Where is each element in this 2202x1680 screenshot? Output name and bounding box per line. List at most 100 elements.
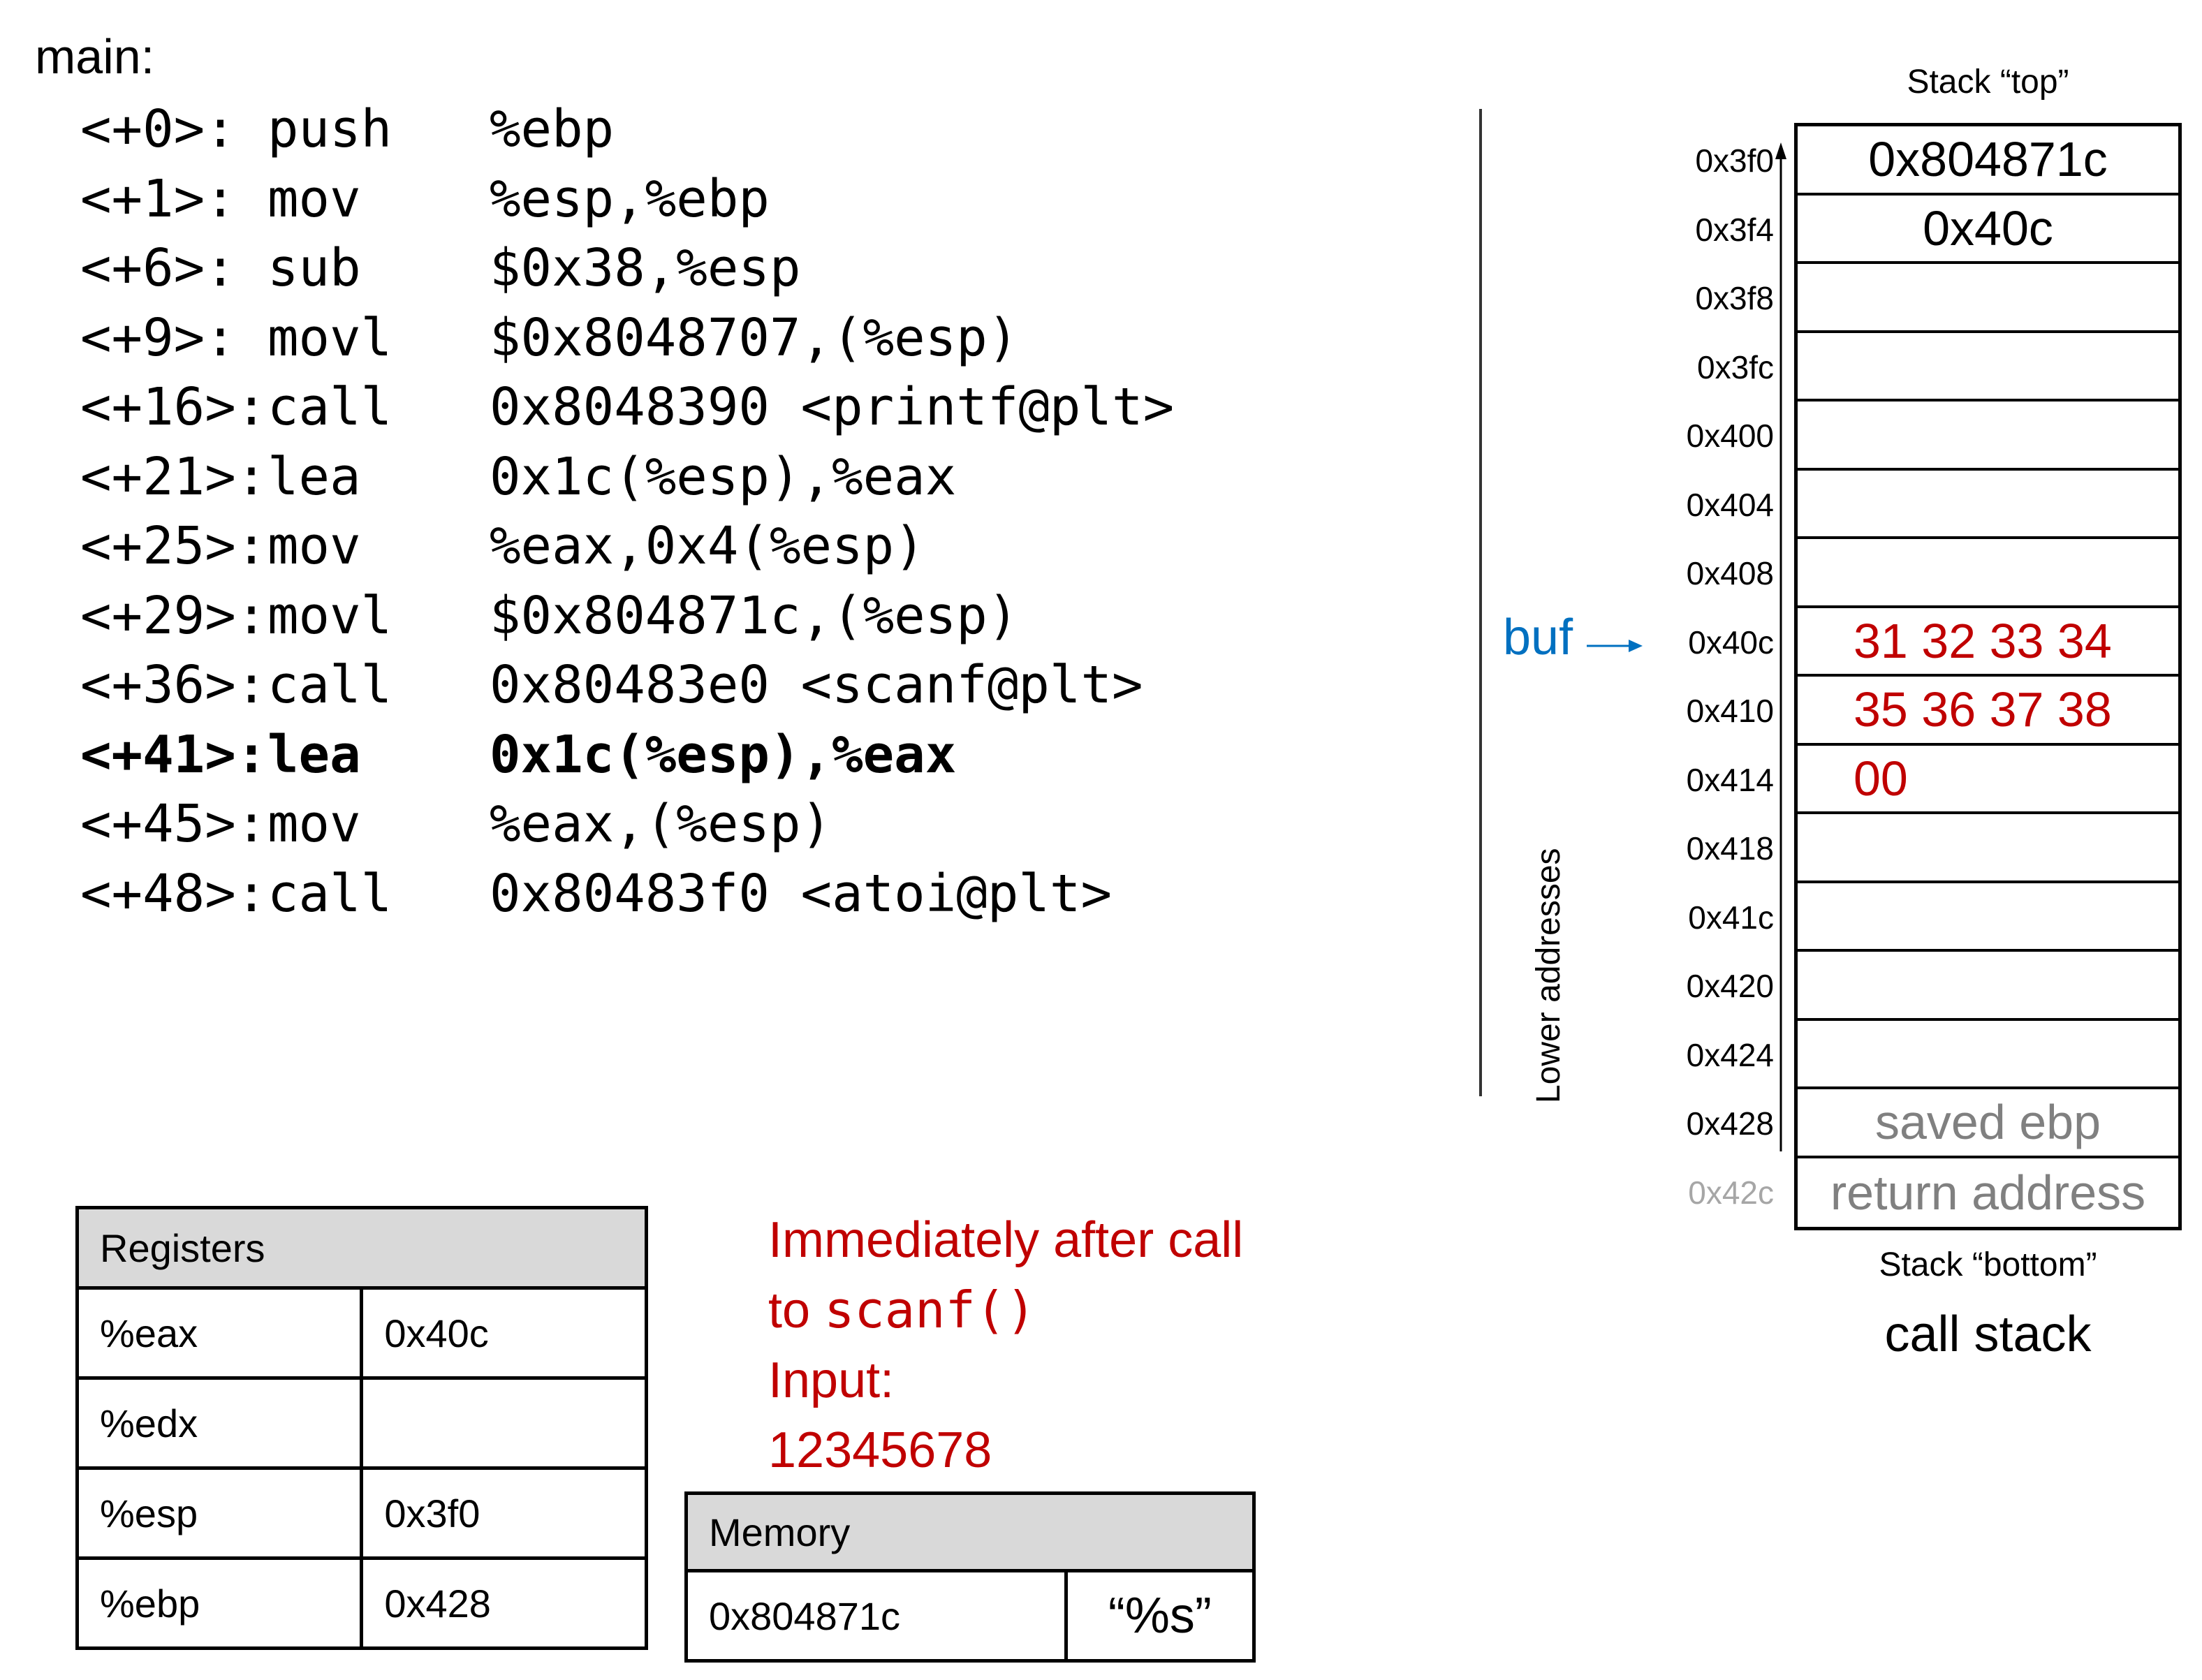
stack-cell-value [1798, 952, 2178, 1018]
asm-operands: 0x8048390 <printf@plt> [490, 377, 1175, 437]
stack-address: 0x408 [1686, 555, 1774, 592]
stack-address: 0x3fc [1697, 348, 1774, 385]
asm-opcode: movl [267, 585, 392, 646]
stack-address: 0x420 [1686, 968, 1774, 1005]
asm-operands: %esp,%ebp [490, 168, 770, 229]
asm-line: <+16>: call 0x8048390 <printf@plt> [80, 373, 1282, 443]
stack-address: 0x414 [1686, 761, 1774, 798]
asm-opcode: lea [267, 724, 361, 785]
register-row: %ebp 0x428 [75, 1556, 648, 1650]
asm-opcode: sub [267, 238, 361, 298]
asm-line: <+6>: sub $0x38,%esp [80, 234, 1282, 304]
stack-cell: saved ebp [1798, 1089, 2178, 1158]
register-name: %eax [75, 1286, 364, 1380]
stack-cell-value [1798, 539, 2178, 605]
stack-cell-value [1798, 814, 2178, 880]
stack-cell-value [1798, 401, 2178, 468]
stack-address: 0x3f4 [1695, 211, 1774, 248]
register-name: %esp [75, 1466, 364, 1560]
register-row: %edx [75, 1376, 648, 1470]
stack-address: 0x3f0 [1695, 142, 1774, 179]
asm-operands: 0x1c(%esp),%eax [490, 724, 957, 785]
asm-operands: 0x1c(%esp),%eax [490, 446, 957, 507]
asm-line: <+36>: call 0x80483e0 <scanf@plt> [80, 651, 1282, 721]
stack-top-label: Stack “top” [1907, 64, 2069, 101]
asm-line: <+21>: lea 0x1c(%esp),%eax [80, 443, 1282, 513]
stack-cell: 0x804871c [1798, 126, 2178, 196]
stack-address: 0x3f8 [1695, 280, 1774, 317]
registers-header: Registers [75, 1206, 648, 1290]
note-line-2-prefix: to [768, 1283, 825, 1339]
stack-cell [1798, 1021, 2178, 1089]
buf-pointer-arrow-icon [1587, 640, 1643, 652]
asm-line: <+48>: call 0x80483f0 <atoi@plt> [80, 860, 1282, 929]
stack-cell: 35 36 37 38 [1798, 677, 2178, 746]
asm-operands: $0x8048707,(%esp) [490, 307, 1019, 368]
stack-cell [1798, 401, 2178, 471]
asm-offset: <+25>: [80, 516, 267, 576]
asm-opcode: lea [267, 446, 361, 507]
stack-cell: 31 32 33 34 [1798, 608, 2178, 677]
register-value: 0x40c [360, 1286, 648, 1380]
stack-cell [1798, 333, 2178, 401]
stack-cell [1798, 952, 2178, 1021]
up-arrow-icon [1775, 142, 1786, 1151]
stack-cell [1798, 264, 2178, 333]
memory-address: 0x804871c [684, 1569, 1068, 1663]
stack-cell [1798, 814, 2178, 883]
stack-address: 0x428 [1686, 1105, 1774, 1142]
stack-cell-value [1798, 333, 2178, 399]
stack-cell [1798, 883, 2178, 952]
register-value: 0x3f0 [360, 1466, 648, 1560]
stack-address: 0x42c [1688, 1174, 1774, 1211]
register-row: %eax 0x40c [75, 1286, 648, 1380]
asm-offset: <+21>: [80, 446, 267, 507]
memory-table: Memory 0x804871c “%s” [684, 1491, 1256, 1663]
asm-line: <+1>: mov %esp,%ebp [80, 165, 1282, 235]
asm-offset: <+36>: [80, 655, 267, 715]
asm-operands: $0x804871c,(%esp) [490, 585, 1019, 646]
asm-operands: $0x38,%esp [490, 238, 801, 298]
asm-line: <+9>: movl $0x8048707,(%esp) [80, 304, 1282, 374]
asm-opcode: call [267, 863, 392, 924]
asm-offset: <+45>: [80, 794, 267, 854]
stack-cell-value [1798, 1021, 2178, 1087]
register-name: %ebp [75, 1556, 364, 1650]
asm-operands: %ebp [490, 99, 615, 159]
memory-header: Memory [684, 1491, 1256, 1572]
asm-offset: <+48>: [80, 863, 267, 924]
stack-address: 0x418 [1686, 830, 1774, 867]
memory-row: 0x804871c “%s” [684, 1569, 1256, 1663]
stack-cell-value: 31 32 33 34 [1854, 613, 2112, 668]
stack-cell-value: 0x40c [1923, 200, 2053, 256]
register-value [360, 1376, 648, 1470]
asm-opcode: call [267, 377, 392, 437]
call-stack-caption: call stack [1884, 1306, 2092, 1362]
register-name: %edx [75, 1376, 364, 1470]
asm-offset: <+9>: [80, 307, 236, 368]
stack-address: 0x424 [1686, 1036, 1774, 1073]
registers-table: Registers %eax 0x40c %edx %esp 0x3f0 %ebp 0x42… [75, 1206, 648, 1650]
note-line-3: Input: [768, 1353, 895, 1408]
stack-bottom-label: Stack “bottom” [1879, 1246, 2097, 1283]
stack-cell-value [1798, 883, 2178, 950]
note-line-2: to scanf() [768, 1275, 1243, 1346]
note-line-4: 12345678 [768, 1422, 992, 1478]
stack-address: 0x40c [1688, 624, 1774, 661]
stack-address: 0x404 [1686, 486, 1774, 523]
asm-offset: <+6>: [80, 238, 236, 298]
stack-address: 0x400 [1686, 418, 1774, 455]
asm-operands: %eax,0x4(%esp) [490, 516, 925, 576]
stack-cell [1798, 539, 2178, 608]
stack-cell-value: saved ebp [1874, 1095, 2101, 1150]
stack-cell: return address [1798, 1158, 2178, 1228]
stack-address: 0x41c [1688, 899, 1774, 936]
divider-line [1479, 109, 1482, 1096]
asm-opcode: mov [267, 168, 361, 229]
asm-offset: <+1>: [80, 168, 236, 229]
note-line-2-code: scanf() [824, 1281, 1036, 1339]
stack-address: 0x410 [1686, 693, 1774, 730]
asm-operands: 0x80483e0 <scanf@plt> [490, 655, 1143, 715]
register-row: %esp 0x3f0 [75, 1466, 648, 1560]
asm-offset: <+29>: [80, 585, 267, 646]
